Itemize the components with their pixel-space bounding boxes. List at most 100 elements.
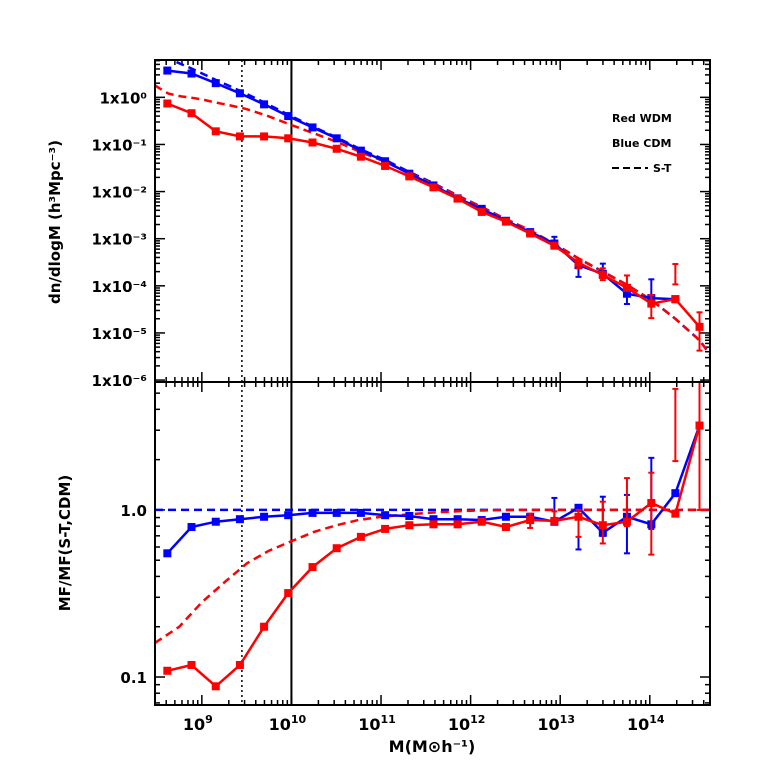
x-tick-label: 109 <box>183 713 213 734</box>
wdm-top-marker <box>381 161 390 170</box>
wdm-top-marker <box>501 217 510 226</box>
cdm-top-marker <box>163 66 172 75</box>
cdm-ratio-marker <box>356 508 365 517</box>
wdm-ratio-marker <box>405 521 414 530</box>
wdm-top-marker <box>308 138 317 147</box>
x-tick-label: 1014 <box>627 713 665 734</box>
x-tick-label: 1013 <box>537 713 575 734</box>
wdm-top-marker <box>647 299 656 308</box>
wdm-ratio-marker <box>284 589 293 598</box>
wdm-top-marker <box>235 132 244 141</box>
x-tick-label: 1010 <box>269 713 307 734</box>
top-y-tick-label: 1x10⁰ <box>99 89 147 107</box>
cdm-ratio-marker <box>211 517 220 526</box>
cdm-ratio-marker <box>332 508 341 517</box>
wdm-top-marker <box>356 152 365 161</box>
x-tick-label: 1011 <box>358 713 396 734</box>
wdm-ratio-marker <box>187 661 196 670</box>
wdm-ratio-marker <box>550 516 559 525</box>
top-y-tick-label: 1x10⁻⁴ <box>92 278 147 296</box>
wdm-top-marker <box>260 132 269 141</box>
wdm-ratio-marker <box>453 520 462 529</box>
wdm-ratio-marker <box>235 661 244 670</box>
top-y-tick-label: 1x10⁻¹ <box>92 136 147 154</box>
wdm-ratio-marker <box>356 532 365 541</box>
wdm-ratio-marker <box>332 544 341 553</box>
wdm-ratio-line <box>167 425 701 688</box>
wdm-top-marker <box>550 241 559 250</box>
legend-entry-blue-cdm: Blue CDM <box>612 137 671 150</box>
cdm-top-marker <box>356 146 365 155</box>
wdm-top-marker <box>284 134 293 143</box>
wdm-top-marker <box>477 207 486 216</box>
wdm-top-marker <box>211 127 220 136</box>
x-tick-label: 1012 <box>448 713 486 734</box>
tick-labels: 1x10⁰ 1x10⁻¹ 1x10⁻² 1x10⁻³ 1x10⁻⁴ 1x10⁻⁵ 1x10⁻… <box>92 89 665 734</box>
bottom-y-tick-label: 0.1 <box>120 669 147 687</box>
bottom-panel-frame <box>154 381 711 706</box>
top-y-tick-label: 1x10⁻² <box>92 184 147 202</box>
legend-entry-st: S-T <box>653 162 672 175</box>
cdm-top-marker <box>211 79 220 88</box>
cdm-top-marker <box>308 123 317 132</box>
top-panel-frame <box>154 59 711 383</box>
cdm-ratio-marker <box>574 503 583 512</box>
top-y-axis-label: dn/dlogM (h³Mpc⁻³) <box>46 140 64 304</box>
wdm-ratio-marker <box>501 523 510 532</box>
cdm-ratio-marker <box>163 549 172 558</box>
wdm-top-marker <box>429 183 438 192</box>
wdm-ratio-marker <box>477 517 486 526</box>
cdm-top-marker <box>260 100 269 109</box>
wdm-ratio-marker <box>526 516 535 525</box>
cdm-top-marker <box>235 89 244 98</box>
wdm-top-marker <box>187 109 196 118</box>
cdm-ratio-marker <box>308 508 317 517</box>
wdm-ratio-dashed-line <box>155 508 710 644</box>
wdm-ratio-marker <box>622 517 631 526</box>
cdm-top-line <box>167 69 676 301</box>
wdm-ratio-marker <box>308 563 317 572</box>
wdm-ratio-marker <box>647 499 656 508</box>
cdm-top-marker <box>187 69 196 78</box>
top-y-tick-label: 1x10⁻⁶ <box>92 372 147 390</box>
cdm-ratio-marker <box>284 511 293 520</box>
cdm-top-marker <box>381 157 390 166</box>
cdm-ratio-marker <box>381 511 390 520</box>
wdm-ratio-marker <box>695 421 704 430</box>
legend-entry-red-wdm: Red WDM <box>612 112 672 125</box>
cdm-ratio-marker <box>187 523 196 532</box>
data-series <box>155 60 710 691</box>
wdm-ratio-marker <box>381 524 390 533</box>
bottom-y-tick-label: 1.0 <box>120 502 147 520</box>
legend: Red WDM Blue CDM S-T <box>612 112 672 175</box>
cdm-ratio-marker <box>453 515 462 524</box>
cdm-top-marker <box>332 134 341 143</box>
cdm-ratio-marker <box>260 512 269 521</box>
top-y-tick-label: 1x10⁻³ <box>92 231 147 249</box>
wdm-top-marker <box>453 194 462 203</box>
wdm-ratio-marker <box>574 512 583 521</box>
wdm-ratio-marker <box>163 666 172 675</box>
wdm-ratio-marker <box>211 682 220 691</box>
wdm-top-marker <box>526 229 535 238</box>
top-y-tick-label: 1x10⁻⁵ <box>92 325 147 343</box>
cdm-ratio-marker <box>429 515 438 524</box>
cdm-ratio-marker <box>235 515 244 524</box>
cdm-ratio-marker <box>501 512 510 521</box>
wdm-ratio-marker <box>429 520 438 529</box>
wdm-top-marker <box>695 322 704 331</box>
wdm-ratio-marker <box>598 521 607 530</box>
wdm-top-marker <box>671 295 680 304</box>
cdm-ratio-line <box>166 425 701 555</box>
bottom-y-axis-label: MF/MF(S-T,CDM) <box>56 475 74 612</box>
x-axis-label: M(M⊙h⁻¹) <box>389 737 476 756</box>
wdm-top-marker <box>574 258 583 267</box>
cdm-ratio-marker <box>671 489 680 498</box>
wdm-top-marker <box>598 270 607 279</box>
wdm-ratio-marker <box>260 622 269 631</box>
wdm-top-marker <box>163 99 172 108</box>
wdm-top-marker <box>622 283 631 292</box>
cdm-ratio-marker <box>405 511 414 520</box>
